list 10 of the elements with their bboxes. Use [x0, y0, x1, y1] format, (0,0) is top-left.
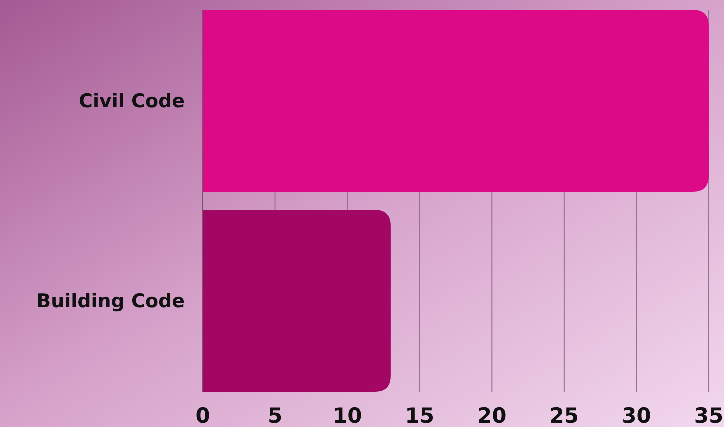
x-tick-label: 15 [405, 404, 434, 427]
x-tick-label: 0 [196, 404, 210, 427]
x-tick-label: 5 [268, 404, 283, 427]
x-tick-label: 30 [622, 404, 652, 427]
x-tick-label: 35 [694, 404, 724, 427]
y-tick-label: Civil Code [79, 90, 185, 113]
x-tick-label: 20 [478, 404, 507, 427]
x-tick-label: 25 [550, 404, 580, 427]
x-tick-label: 10 [332, 404, 362, 427]
y-tick-label: Building Code [36, 290, 185, 313]
